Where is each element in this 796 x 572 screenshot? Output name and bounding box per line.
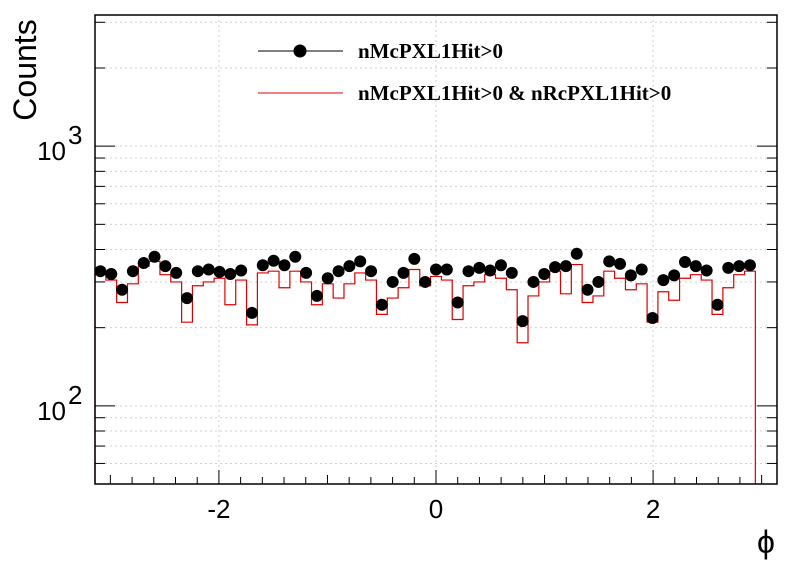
data-point-mc — [235, 264, 248, 277]
data-point-mc — [484, 264, 497, 277]
data-point-mc — [137, 256, 150, 269]
data-point-mc — [538, 267, 551, 280]
legend-label-rc: nMcPXL1Hit>0 & nRcPXL1Hit>0 — [358, 81, 671, 105]
data-point-mc — [430, 263, 442, 276]
data-point-mc — [505, 266, 518, 279]
data-point-mc — [386, 275, 399, 288]
data-point-mc — [354, 255, 367, 268]
data-point-mc — [462, 265, 475, 278]
data-point-mc — [592, 275, 605, 288]
data-point-mc — [278, 259, 291, 272]
data-point-mc — [581, 283, 594, 296]
y-axis-title: Counts — [7, 19, 43, 120]
data-point-mc — [614, 257, 627, 270]
data-point-mc — [170, 266, 183, 279]
data-point-mc — [202, 263, 215, 276]
data-point-mc — [440, 263, 453, 276]
data-point-mc — [397, 266, 410, 279]
x-tick-label: 0 — [429, 494, 443, 524]
data-point-mc — [126, 265, 139, 278]
data-point-mc — [516, 315, 529, 328]
legend: nMcPXL1Hit>0 nMcPXL1Hit>0 & nRcPXL1Hit>0 — [258, 39, 671, 105]
data-point-mc — [321, 272, 334, 285]
data-point-mc — [722, 261, 735, 274]
x-tick-label: 2 — [646, 494, 660, 524]
data-point-mc — [148, 250, 161, 263]
data-point-mc — [332, 265, 345, 278]
data-point-mc — [711, 298, 724, 311]
y-tick-label-exponent: 3 — [68, 120, 82, 150]
plot-series — [94, 247, 756, 484]
data-point-mc — [375, 298, 388, 311]
y-tick-label: 10 — [37, 396, 66, 426]
data-point-mc — [224, 267, 237, 280]
data-point-mc — [116, 283, 129, 296]
data-point-mc — [624, 269, 637, 282]
data-point-mc — [408, 252, 421, 265]
data-point-mc — [300, 266, 313, 279]
data-point-mc — [743, 259, 756, 272]
data-point-mc — [559, 260, 572, 273]
data-point-mc — [689, 260, 702, 273]
data-point-mc — [635, 263, 648, 276]
data-point-mc — [181, 292, 194, 305]
data-point-mc — [603, 255, 616, 268]
data-point-mc — [267, 254, 280, 267]
data-point-mc — [310, 289, 323, 302]
legend-marker-mc — [293, 44, 307, 58]
data-point-mc — [213, 265, 226, 278]
data-point-mc — [343, 260, 356, 273]
x-tick-label: -2 — [207, 494, 230, 524]
data-point-mc — [700, 264, 713, 277]
data-point-mc — [494, 259, 507, 272]
data-point-mc — [365, 265, 378, 278]
data-point-mc — [646, 311, 659, 324]
data-point-mc — [668, 269, 681, 282]
data-point-mc — [657, 274, 670, 287]
data-point-mc — [256, 259, 269, 272]
data-point-mc — [473, 261, 486, 274]
x-axis-title: ϕ — [757, 524, 775, 560]
legend-label-mc: nMcPXL1Hit>0 — [358, 39, 503, 63]
data-point-mc — [159, 260, 172, 273]
data-point-mc — [191, 265, 204, 278]
data-point-mc — [549, 261, 562, 274]
data-point-mc — [94, 265, 107, 278]
y-tick-label: 10 — [37, 136, 66, 166]
data-point-mc — [733, 260, 746, 273]
data-point-mc — [105, 267, 118, 280]
y-tick-label-exponent: 2 — [68, 380, 82, 410]
data-point-mc — [527, 275, 540, 288]
data-point-mc — [570, 247, 583, 260]
data-point-mc — [451, 296, 464, 309]
data-point-mc — [419, 275, 432, 288]
data-point-mc — [678, 256, 691, 269]
data-point-mc — [289, 250, 302, 263]
data-point-mc — [245, 306, 258, 319]
